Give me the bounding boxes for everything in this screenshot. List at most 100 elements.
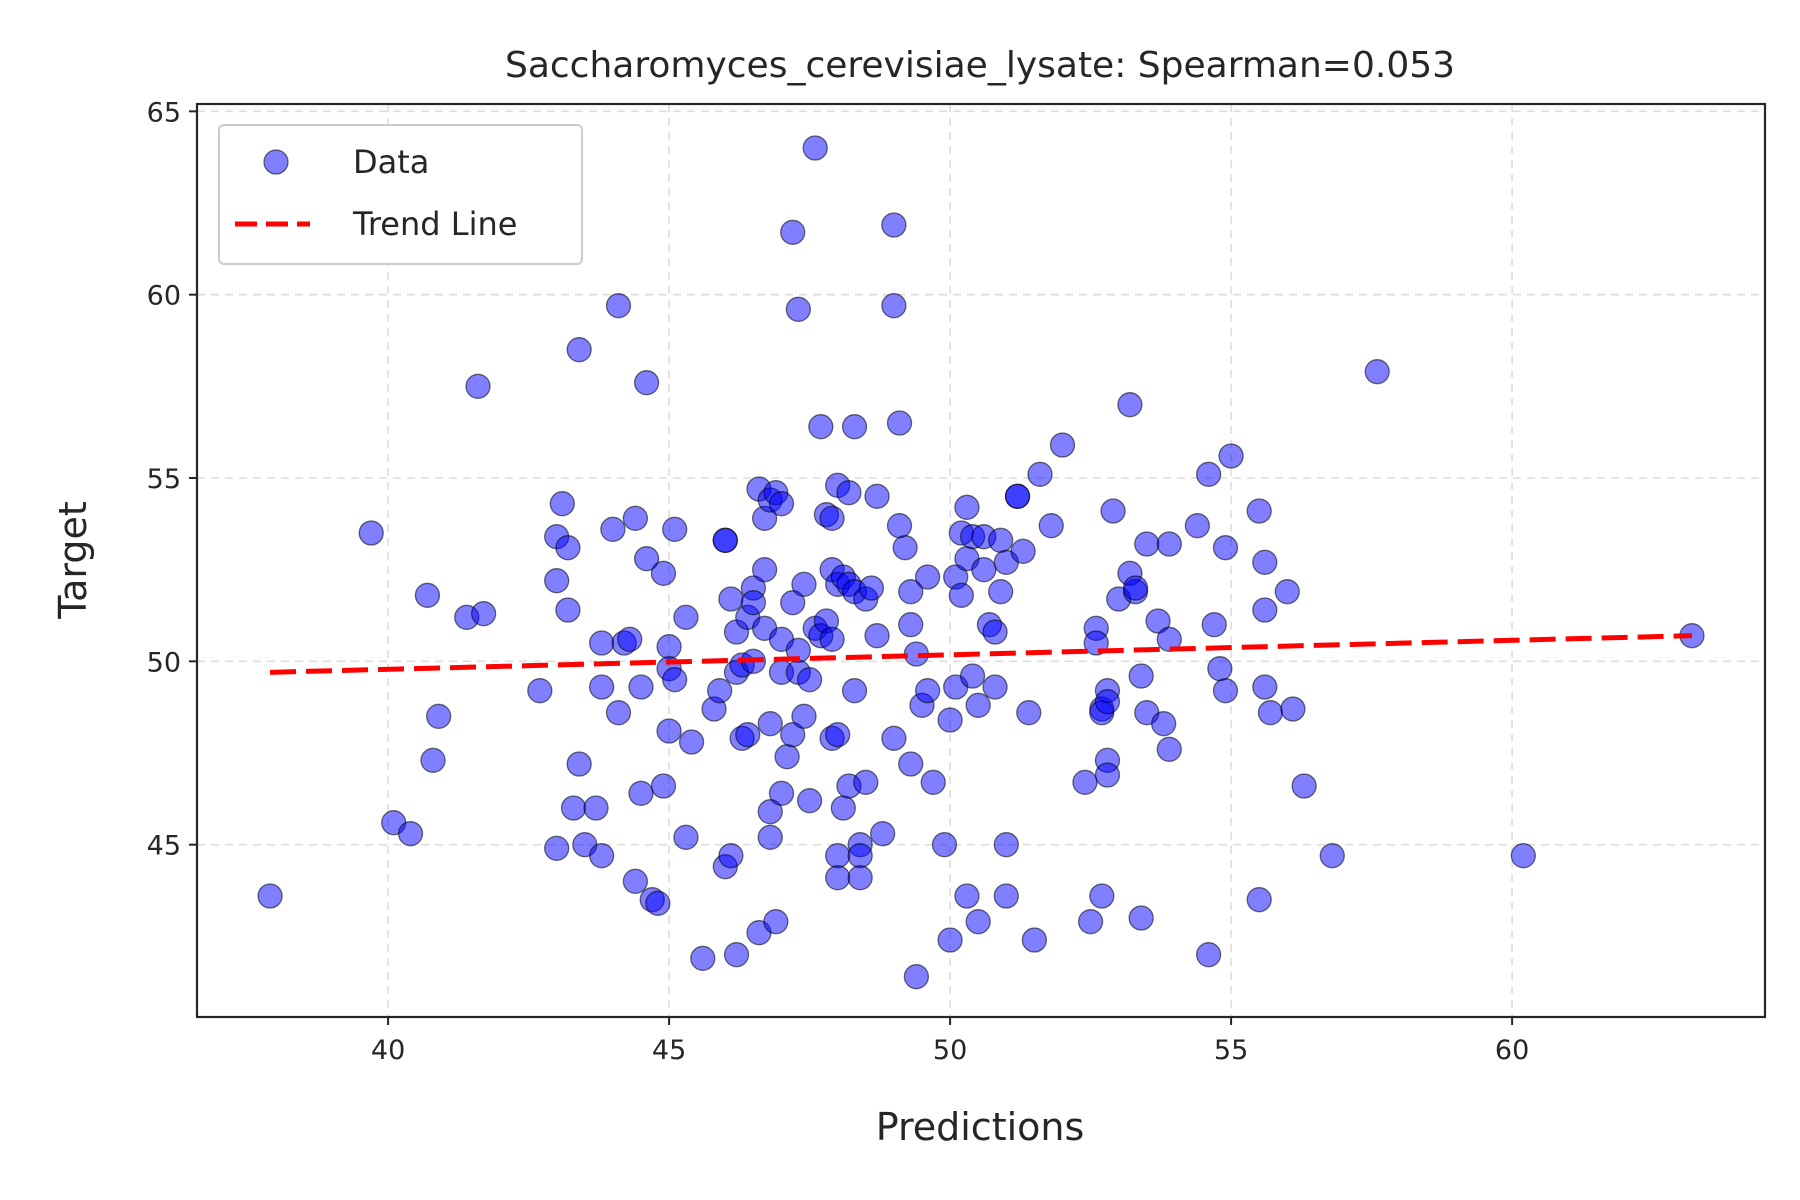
data-point <box>1319 843 1345 869</box>
data-point <box>718 843 744 869</box>
data-point <box>796 667 823 693</box>
data-point <box>825 865 851 891</box>
data-point <box>588 630 615 656</box>
data-point <box>1077 909 1104 935</box>
trend-line <box>269 633 1693 675</box>
data-point <box>605 293 632 319</box>
data-point <box>858 575 885 601</box>
data-point <box>673 604 699 630</box>
data-point <box>656 718 682 744</box>
data-point <box>1010 538 1036 564</box>
data-point <box>622 505 649 531</box>
data-point <box>600 516 626 542</box>
data-point <box>881 293 907 319</box>
data-point <box>780 590 806 616</box>
data-point <box>617 626 643 652</box>
data-point <box>898 751 924 777</box>
data-point <box>819 505 845 531</box>
data-point <box>757 824 783 850</box>
data-point <box>1027 461 1053 487</box>
data-point <box>678 729 705 755</box>
data-point <box>397 821 424 847</box>
data-point <box>836 480 862 506</box>
data-point <box>1252 674 1278 700</box>
data-point <box>1195 461 1222 487</box>
data-point <box>588 843 615 869</box>
data-point <box>1274 579 1300 605</box>
data-point <box>1246 498 1272 524</box>
data-point <box>1257 700 1284 726</box>
data-point <box>544 835 570 861</box>
data-point <box>673 824 699 850</box>
data-point <box>847 865 873 891</box>
data-point <box>1094 762 1121 788</box>
data-point <box>954 883 980 909</box>
data-point <box>802 135 828 161</box>
data-point <box>690 945 716 971</box>
data-point <box>549 491 575 517</box>
data-point <box>1212 535 1239 561</box>
data-point <box>1218 443 1244 469</box>
data-point <box>1100 498 1126 524</box>
data-point <box>544 568 570 594</box>
data-point <box>898 612 924 638</box>
data-point <box>993 832 1019 858</box>
data-point <box>830 795 856 821</box>
data-point <box>841 414 868 440</box>
data-point <box>712 527 738 553</box>
data-point <box>718 586 744 612</box>
data-point <box>1122 575 1149 601</box>
data-point <box>257 883 283 909</box>
data-point <box>937 707 963 733</box>
data-point <box>566 337 592 363</box>
data-point <box>1280 696 1306 722</box>
y-axis-label: Target <box>51 501 95 620</box>
data-point <box>1252 597 1278 623</box>
grid <box>197 104 1765 1017</box>
y-tick-label: 55 <box>147 464 181 495</box>
legend-box <box>218 124 583 265</box>
data-point <box>633 370 660 396</box>
data-point <box>1156 736 1182 762</box>
data-point <box>1134 531 1160 557</box>
data-point <box>841 678 868 704</box>
data-point <box>1510 843 1536 869</box>
data-point <box>662 516 688 542</box>
data-point <box>1089 883 1115 909</box>
data-point <box>723 942 750 968</box>
data-point <box>1291 773 1317 799</box>
data-point <box>903 964 930 990</box>
y-tick-label: 50 <box>147 647 181 678</box>
data-point <box>707 678 733 704</box>
data-point <box>988 579 1014 605</box>
data-point <box>555 535 581 561</box>
data-point <box>414 582 441 608</box>
data-point <box>1049 432 1076 458</box>
x-axis-label: Predictions <box>876 1105 1085 1149</box>
data-point <box>1094 689 1121 715</box>
y-tick-label: 65 <box>147 97 181 128</box>
data-point <box>774 744 800 770</box>
data-point <box>1156 626 1182 652</box>
data-point <box>808 414 834 440</box>
data-point <box>1145 608 1171 634</box>
data-point <box>864 483 890 509</box>
data-point <box>796 788 823 814</box>
x-tick-label: 55 <box>1214 1035 1248 1066</box>
data-point <box>555 597 581 623</box>
data-point <box>628 780 654 806</box>
x-tick-label: 60 <box>1495 1035 1529 1066</box>
data-point <box>768 780 795 806</box>
data-point <box>588 674 615 700</box>
data-point <box>566 751 592 777</box>
data-point <box>898 579 924 605</box>
data-point <box>763 909 789 935</box>
data-point <box>948 582 974 608</box>
data-point <box>988 527 1014 553</box>
data-points <box>257 135 1705 990</box>
y-axis-ticks: 45 50 55 60 65 <box>147 97 197 862</box>
data-point <box>791 703 817 729</box>
data-point <box>1004 483 1031 509</box>
data-point <box>864 623 890 649</box>
